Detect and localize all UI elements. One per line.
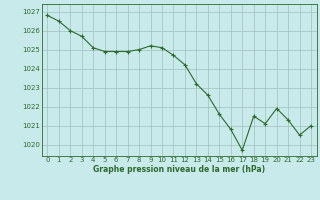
X-axis label: Graphe pression niveau de la mer (hPa): Graphe pression niveau de la mer (hPa) xyxy=(93,165,265,174)
